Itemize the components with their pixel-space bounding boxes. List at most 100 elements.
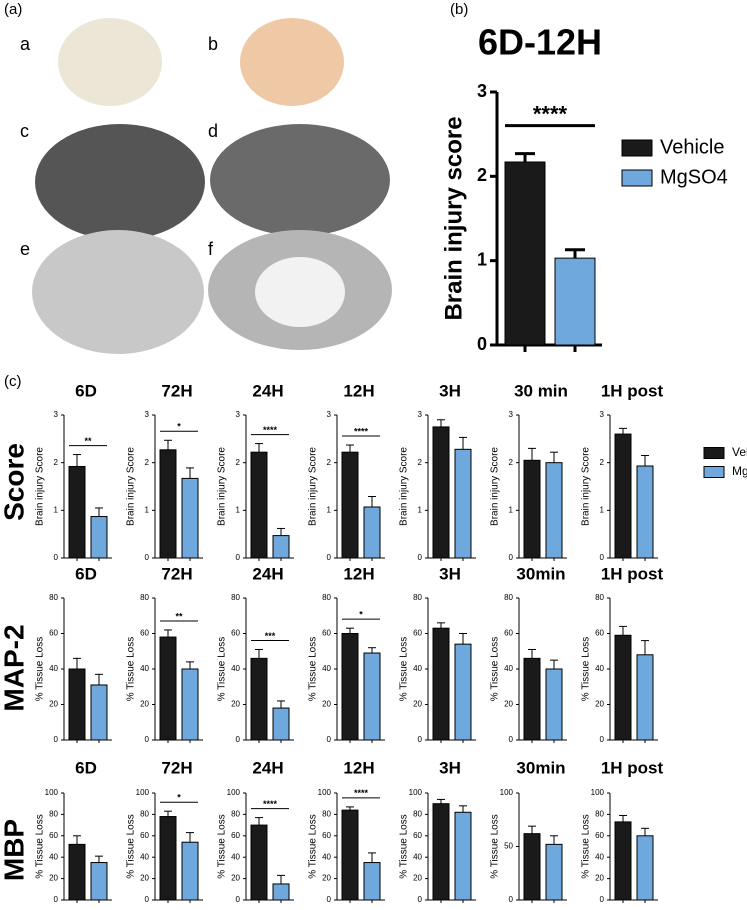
significance-label: ** <box>175 611 183 621</box>
y-tick-label: 60 <box>231 629 240 638</box>
y-tick-label: 100 <box>409 788 423 797</box>
y-tick-label: 0 <box>145 553 150 562</box>
y-tick-label: 2 <box>54 458 59 467</box>
legend-label: MgSO4 <box>732 464 747 478</box>
y-tick-label: 100 <box>45 788 59 797</box>
brain-slice <box>210 124 390 236</box>
y-tick-label: 0 <box>418 553 423 562</box>
y-tick-label: 0 <box>54 553 59 562</box>
y-tick-label: 1 <box>600 505 605 514</box>
y-tick-label: 0 <box>327 895 332 904</box>
y-tick-label: 0 <box>418 735 423 744</box>
y-axis-label: % Tissue Loss <box>308 814 319 878</box>
chart-title: 24H <box>252 564 283 583</box>
y-tick-label: 40 <box>49 852 58 861</box>
bar <box>68 668 86 741</box>
y-tick-label: 60 <box>49 831 58 840</box>
y-tick-label: 2 <box>509 458 514 467</box>
y-tick-label: 60 <box>322 629 331 638</box>
bar <box>363 862 381 901</box>
y-tick-label: 1 <box>477 249 487 269</box>
brain-slice <box>32 230 204 354</box>
y-tick-label: 100 <box>227 788 241 797</box>
chart-title: 3H <box>439 381 461 400</box>
y-tick-label: 3 <box>327 410 332 419</box>
panel-label: (c) <box>4 373 22 390</box>
y-axis-label: % Tissue Loss <box>35 637 46 701</box>
y-tick-label: 0 <box>509 735 514 744</box>
significance-label: **** <box>354 426 369 436</box>
y-axis-label: Brain injury Score <box>490 447 501 526</box>
significance-label: *** <box>265 631 276 641</box>
chart-title: 72H <box>161 758 192 777</box>
panel-label: (a) <box>4 1 22 18</box>
chart-title: 6D-12H <box>478 22 602 63</box>
y-tick-label: 80 <box>49 810 58 819</box>
y-tick-label: 80 <box>413 810 422 819</box>
bar <box>614 433 632 559</box>
y-tick-label: 60 <box>140 629 149 638</box>
row-label: MBP <box>0 819 29 881</box>
y-tick-label: 40 <box>504 664 513 673</box>
bar <box>159 636 177 741</box>
y-tick-label: 3 <box>236 410 241 419</box>
bar <box>545 843 563 901</box>
y-tick-label: 80 <box>231 593 240 602</box>
image-label: d <box>208 121 218 141</box>
y-axis-label: % Tissue Loss <box>399 814 410 878</box>
bar <box>90 684 108 741</box>
y-tick-label: 0 <box>418 895 423 904</box>
chart-title: 1H post <box>601 758 664 777</box>
y-axis-label: Brain injury score <box>440 116 467 320</box>
y-tick-label: 0 <box>236 735 241 744</box>
bar <box>614 634 632 741</box>
chart-title: 12H <box>343 564 374 583</box>
y-tick-label: 0 <box>236 553 241 562</box>
y-tick-label: 40 <box>49 664 58 673</box>
bar <box>90 862 108 901</box>
bar <box>363 652 381 741</box>
y-axis-label: Brain injury Score <box>35 447 46 526</box>
brain-slice-detail <box>255 257 345 327</box>
chart-title: 6D <box>75 381 97 400</box>
y-axis-label: Brain injury Score <box>126 447 137 526</box>
bar <box>341 809 359 901</box>
y-tick-label: 40 <box>413 852 422 861</box>
bar <box>159 816 177 901</box>
chart-title: 30min <box>516 564 565 583</box>
y-axis-label: % Tissue Loss <box>490 814 501 878</box>
bar <box>272 535 290 559</box>
brain-photo <box>58 18 162 106</box>
y-tick-label: 3 <box>477 81 487 101</box>
y-tick-label: 0 <box>600 735 605 744</box>
y-tick-label: 1 <box>145 505 150 514</box>
chart-title: 24H <box>252 381 283 400</box>
significance-label: ** <box>84 436 92 446</box>
brain-images <box>32 18 392 354</box>
y-tick-label: 1 <box>418 505 423 514</box>
y-tick-label: 40 <box>322 852 331 861</box>
bar <box>454 448 472 559</box>
y-tick-label: 2 <box>145 458 150 467</box>
bar <box>341 633 359 741</box>
y-tick-label: 1 <box>236 505 241 514</box>
chart-title: 12H <box>343 758 374 777</box>
y-tick-label: 100 <box>591 788 605 797</box>
bar <box>250 451 268 559</box>
legend-swatch <box>703 447 725 459</box>
y-tick-label: 40 <box>140 852 149 861</box>
brain-slice <box>35 124 205 240</box>
y-tick-label: 20 <box>322 700 331 709</box>
y-tick-label: 100 <box>500 788 514 797</box>
y-tick-label: 0 <box>236 895 241 904</box>
y-tick-label: 0 <box>145 895 150 904</box>
bar <box>68 843 86 901</box>
y-tick-label: 20 <box>413 700 422 709</box>
y-tick-label: 80 <box>413 593 422 602</box>
y-axis-label: % Tissue Loss <box>217 814 228 878</box>
significance-label: * <box>359 610 363 620</box>
chart-title: 12H <box>343 381 374 400</box>
y-tick-label: 80 <box>140 593 149 602</box>
y-tick-label: 1 <box>54 505 59 514</box>
row-label: MAP-2 <box>0 624 29 711</box>
